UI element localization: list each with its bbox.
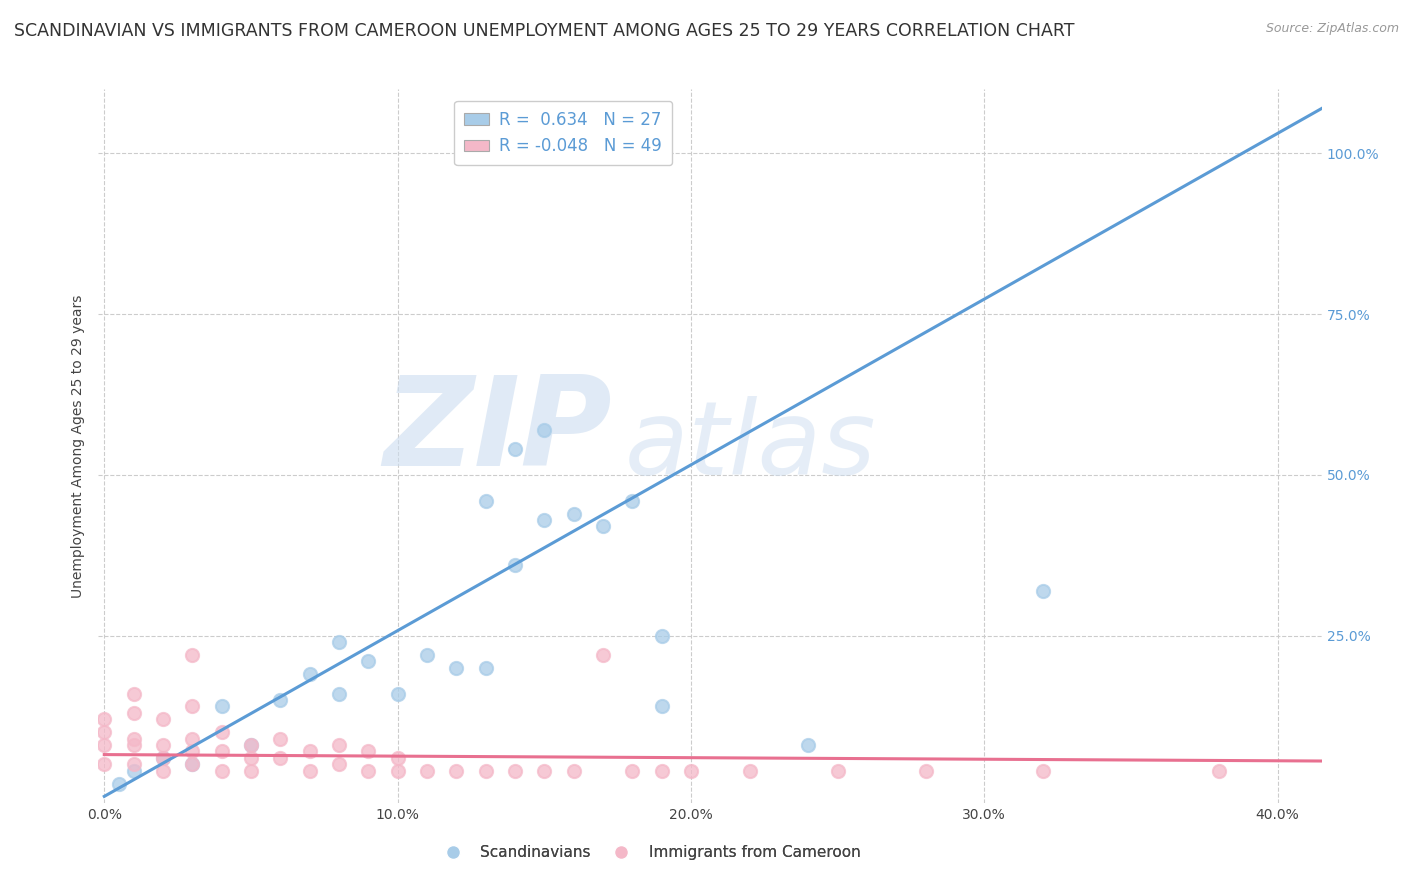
Text: atlas: atlas bbox=[624, 396, 876, 496]
Point bbox=[1032, 583, 1054, 598]
Point bbox=[914, 764, 936, 778]
Point bbox=[503, 764, 526, 778]
Point bbox=[474, 493, 496, 508]
Point bbox=[592, 648, 614, 662]
Point bbox=[298, 764, 321, 778]
Point bbox=[211, 725, 233, 739]
Point bbox=[328, 686, 350, 700]
Point bbox=[239, 751, 262, 765]
Point bbox=[122, 738, 145, 752]
Point bbox=[298, 744, 321, 758]
Point bbox=[122, 757, 145, 772]
Text: ZIP: ZIP bbox=[384, 371, 612, 492]
Point bbox=[503, 558, 526, 572]
Point bbox=[446, 764, 468, 778]
Point bbox=[269, 751, 291, 765]
Point bbox=[181, 744, 204, 758]
Point bbox=[328, 635, 350, 649]
Point bbox=[357, 744, 380, 758]
Point bbox=[651, 764, 673, 778]
Point bbox=[269, 731, 291, 746]
Point bbox=[122, 686, 145, 700]
Point bbox=[797, 738, 820, 752]
Point bbox=[181, 699, 204, 714]
Point bbox=[1032, 764, 1054, 778]
Point bbox=[152, 764, 174, 778]
Legend: Scandinavians, Immigrants from Cameroon: Scandinavians, Immigrants from Cameroon bbox=[432, 839, 866, 866]
Point bbox=[93, 725, 115, 739]
Point bbox=[211, 764, 233, 778]
Point bbox=[1208, 764, 1230, 778]
Point bbox=[269, 693, 291, 707]
Point bbox=[562, 764, 585, 778]
Point bbox=[108, 776, 131, 790]
Point bbox=[651, 699, 673, 714]
Point bbox=[181, 757, 204, 772]
Point bbox=[562, 507, 585, 521]
Point bbox=[152, 712, 174, 726]
Point bbox=[152, 751, 174, 765]
Point bbox=[651, 629, 673, 643]
Point bbox=[328, 757, 350, 772]
Point bbox=[239, 738, 262, 752]
Point bbox=[93, 757, 115, 772]
Y-axis label: Unemployment Among Ages 25 to 29 years: Unemployment Among Ages 25 to 29 years bbox=[72, 294, 86, 598]
Point bbox=[474, 764, 496, 778]
Point bbox=[93, 738, 115, 752]
Point bbox=[122, 731, 145, 746]
Point bbox=[357, 764, 380, 778]
Point bbox=[533, 423, 555, 437]
Point bbox=[211, 699, 233, 714]
Point bbox=[738, 764, 761, 778]
Point bbox=[416, 648, 439, 662]
Point bbox=[503, 442, 526, 457]
Point bbox=[122, 764, 145, 778]
Point bbox=[357, 654, 380, 668]
Point bbox=[387, 764, 409, 778]
Point bbox=[328, 738, 350, 752]
Point bbox=[181, 757, 204, 772]
Point bbox=[152, 751, 174, 765]
Point bbox=[592, 519, 614, 533]
Text: Source: ZipAtlas.com: Source: ZipAtlas.com bbox=[1265, 22, 1399, 36]
Point bbox=[827, 764, 849, 778]
Point bbox=[446, 661, 468, 675]
Point bbox=[239, 764, 262, 778]
Point bbox=[387, 751, 409, 765]
Text: SCANDINAVIAN VS IMMIGRANTS FROM CAMEROON UNEMPLOYMENT AMONG AGES 25 TO 29 YEARS : SCANDINAVIAN VS IMMIGRANTS FROM CAMEROON… bbox=[14, 22, 1074, 40]
Point bbox=[533, 764, 555, 778]
Point bbox=[93, 712, 115, 726]
Point bbox=[533, 513, 555, 527]
Point bbox=[474, 661, 496, 675]
Point bbox=[122, 706, 145, 720]
Point bbox=[239, 738, 262, 752]
Point bbox=[211, 744, 233, 758]
Point bbox=[679, 764, 702, 778]
Point bbox=[621, 764, 644, 778]
Point bbox=[416, 764, 439, 778]
Point bbox=[387, 686, 409, 700]
Point bbox=[152, 738, 174, 752]
Point bbox=[181, 731, 204, 746]
Point bbox=[621, 493, 644, 508]
Point bbox=[181, 648, 204, 662]
Point bbox=[298, 667, 321, 681]
